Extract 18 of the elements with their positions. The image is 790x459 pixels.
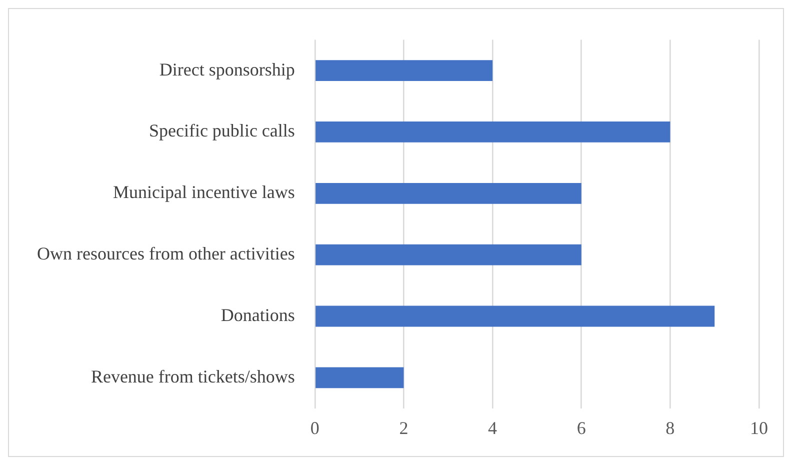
bar bbox=[316, 122, 670, 142]
y-tick-label: Revenue from tickets/shows bbox=[90, 366, 295, 386]
x-tick-label: 6 bbox=[576, 418, 586, 438]
bar bbox=[316, 367, 404, 388]
y-tick-label: Specific public calls bbox=[148, 120, 295, 141]
bar bbox=[316, 182, 582, 204]
y-tick-label: Municipal incentive laws bbox=[112, 182, 295, 202]
x-tick-label: 10 bbox=[750, 418, 768, 438]
x-tick-label: 0 bbox=[310, 418, 320, 438]
y-tick-label: Donations bbox=[220, 304, 295, 325]
y-tick-label: Direct sponsorship bbox=[159, 59, 295, 80]
bar bbox=[316, 60, 493, 81]
bar bbox=[316, 306, 715, 327]
x-tick-label: 2 bbox=[399, 418, 408, 438]
y-tick-label: Own resources from other activities bbox=[36, 244, 295, 264]
x-tick-label: 8 bbox=[666, 418, 675, 438]
x-tick-label: 4 bbox=[488, 418, 498, 438]
bar bbox=[316, 244, 582, 266]
